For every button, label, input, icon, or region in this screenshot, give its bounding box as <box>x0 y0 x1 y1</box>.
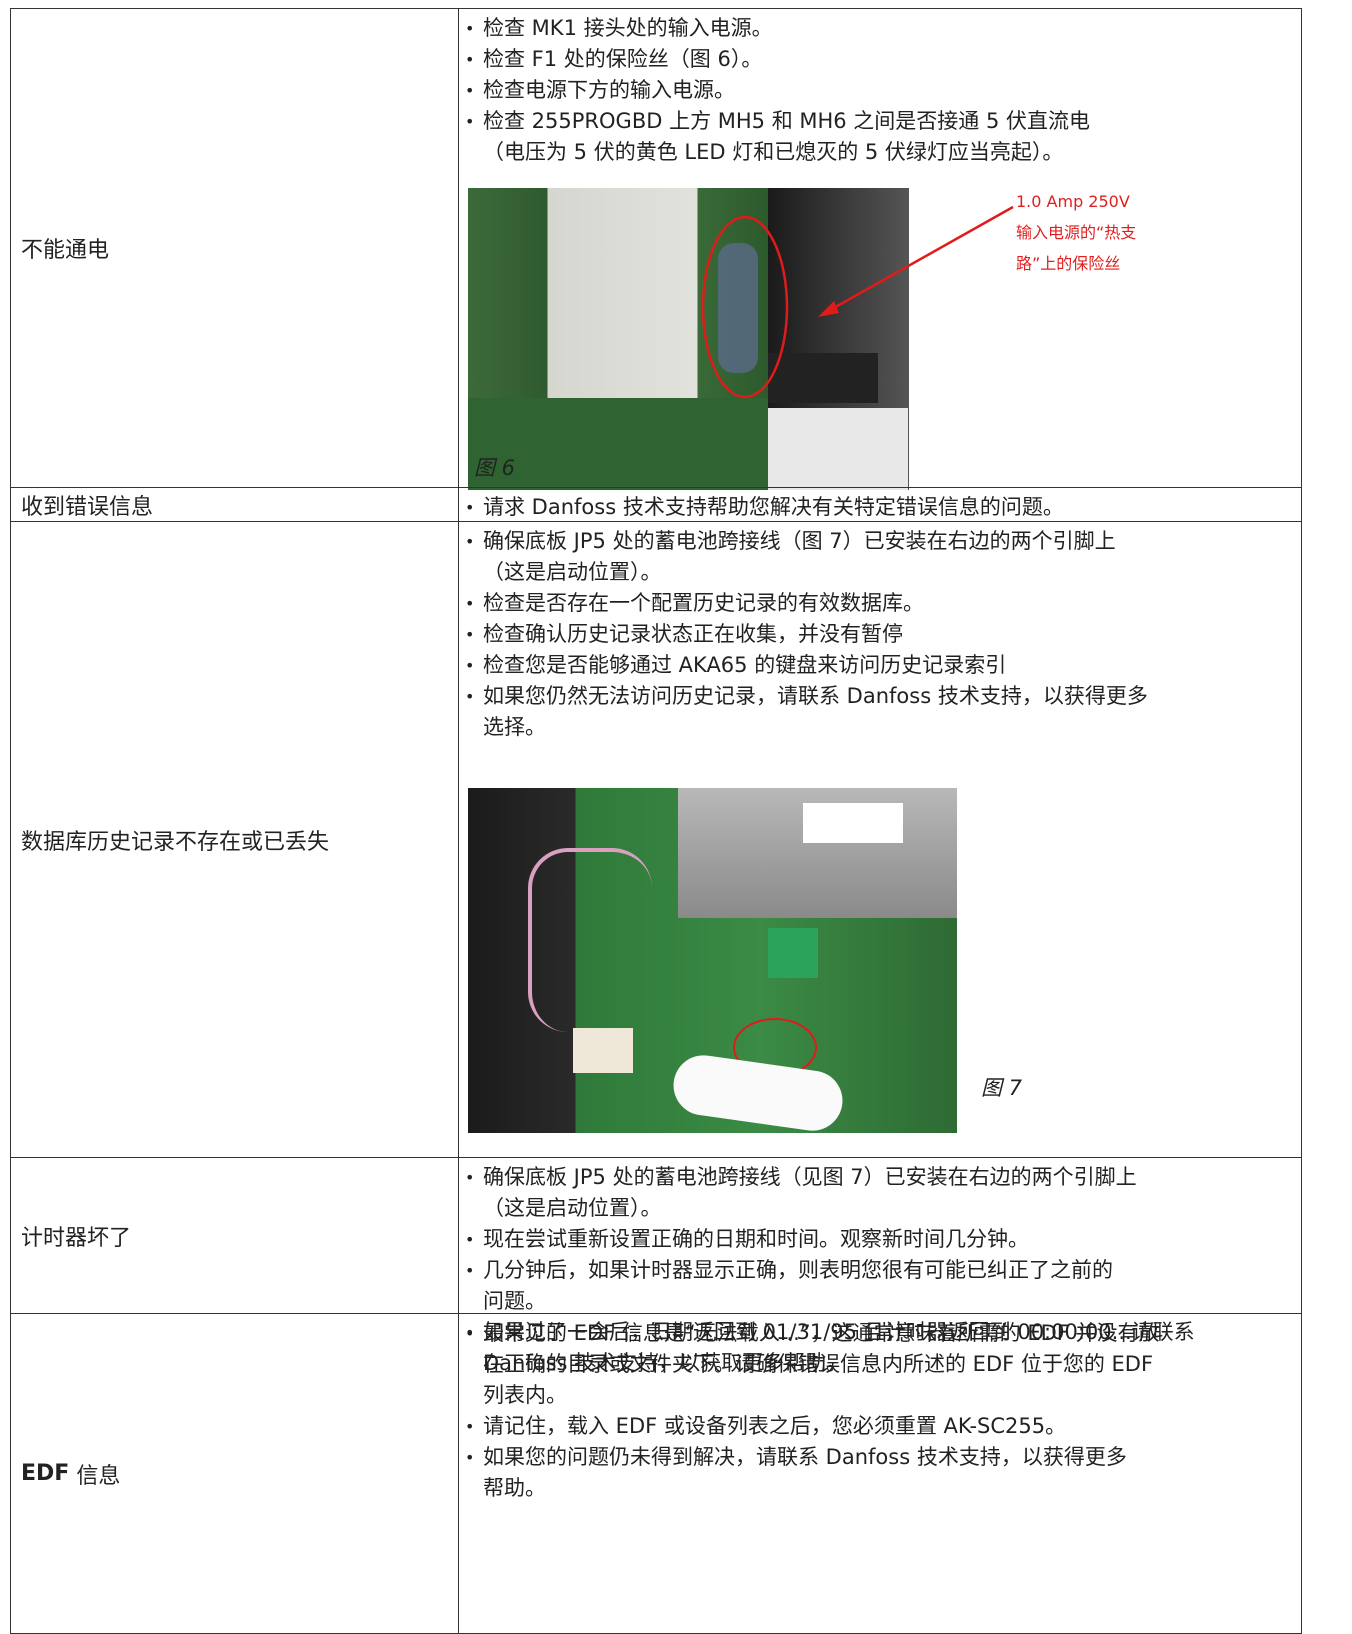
bullet-item: 确保底板 JP5 处的蓄电池跨接线（见图 7）已安装在右边的两个引脚上 （这是启动… <box>459 1162 1297 1224</box>
bullet-line: 帮助。 <box>483 1476 546 1500</box>
bullet-item: 检查确认历史记录状态正在收集，并没有暂停 <box>459 619 1297 650</box>
issue-text: EDF <box>21 1461 70 1486</box>
bullet-line: 几分钟后，如果计时器显示正确，则表明您很有可能已纠正了之前的 <box>483 1258 1113 1282</box>
bullet-line: 检查确认历史记录状态正在收集，并没有暂停 <box>483 622 903 646</box>
issue-cell: 数据库历史记录不存在或已丢失 <box>11 522 459 1157</box>
figure-caption: 图 7 <box>981 1076 1023 1100</box>
bullet-line: 检查电源下方的输入电源。 <box>483 78 735 102</box>
highlight-ellipse <box>701 215 789 399</box>
bullet-item: 请记住，载入 EDF 或设备列表之后，您必须重置 AK-SC255。 <box>459 1411 1297 1442</box>
bullet-line: 检查您是否能够通过 AKA65 的键盘来访问历史记录索引 <box>483 653 1007 677</box>
bullet-line: 请记住，载入 EDF 或设备列表之后，您必须重置 AK-SC255。 <box>483 1414 1067 1438</box>
bullet-item: 检查电源下方的输入电源。 <box>459 75 1297 106</box>
photo-detail <box>528 848 652 1032</box>
annotation: 1.0 Amp 250V 输入电源的“热支 路”上的保险丝 <box>1016 186 1136 279</box>
bullet-item: 检查 F1 处的保险丝（图 6）。 <box>459 44 1297 75</box>
table-row: 收到错误信息 请求 Danfoss 技术支持帮助您解决有关特定错误信息的问题。 <box>10 487 1302 523</box>
bullet-line: 检查 255PROGBD 上方 MH5 和 MH6 之间是否接通 5 伏直流电 <box>483 109 1091 133</box>
bullet-line: 请求 Danfoss 技术支持帮助您解决有关特定错误信息的问题。 <box>483 495 1064 519</box>
bullet-line: 列表内。 <box>483 1383 567 1407</box>
bullet-line: 选择。 <box>483 715 546 739</box>
bullet-line: 现在尝试重新设置正确的日期和时间。观察新时间几分钟。 <box>483 1227 1029 1251</box>
callout <box>701 205 1014 399</box>
bullet-item: 最常见的 EDF 信息是“无法载入...”，这通常意味着所需的 EDF 并没有放… <box>459 1318 1297 1411</box>
bullet-line: 检查 F1 处的保险丝（图 6）。 <box>483 47 763 71</box>
actions-cell: 请求 Danfoss 技术支持帮助您解决有关特定错误信息的问题。 <box>459 492 1297 523</box>
actions-cell: 确保底板 JP5 处的蓄电池跨接线（图 7）已安装在右边的两个引脚上 （这是启动位… <box>459 526 1297 743</box>
bullet-line: 在正确的目录或文件夹下。请确保错误信息内所述的 EDF 位于您的 EDF <box>483 1352 1154 1376</box>
actions-cell: 检查 MK1 接头处的输入电源。检查 F1 处的保险丝（图 6）。检查电源下方的… <box>459 13 1297 168</box>
bullet-line: 最常见的 EDF 信息是“无法载入...”，这通常意味着所需的 EDF 并没有放 <box>483 1321 1160 1345</box>
annotation-line: 1.0 Amp 250V <box>1016 192 1130 211</box>
photo-detail <box>768 408 908 490</box>
issue-text: 数据库历史记录不存在或已丢失 <box>21 829 330 855</box>
bullet-item: 检查 MK1 接头处的输入电源。 <box>459 13 1297 44</box>
bullet-line: 检查 MK1 接头处的输入电源。 <box>483 16 773 40</box>
table-row: 不能通电 检查 MK1 接头处的输入电源。检查 F1 处的保险丝（图 6）。检查电… <box>10 8 1302 490</box>
table-row: EDF 信息最常见的 EDF 信息是“无法载入...”，这通常意味着所需的 ED… <box>10 1313 1302 1634</box>
bullet-line: 如果您仍然无法访问历史记录，请联系 Danfoss 技术支持，以获得更多 <box>483 684 1148 708</box>
photo <box>468 788 957 1133</box>
bullet-line: （电压为 5 伏的黄色 LED 灯和已熄灭的 5 伏绿灯应当亮起）。 <box>483 140 1064 164</box>
bullet-line: 问题。 <box>483 1289 546 1313</box>
issue-cell: 收到错误信息 <box>11 488 459 521</box>
photo-detail <box>669 1051 847 1133</box>
issue-cell: EDF 信息 <box>11 1314 459 1633</box>
bullet-line: （这是启动位置）。 <box>483 1196 662 1220</box>
issue-text: 信息 <box>69 1463 121 1489</box>
bullet-item: 检查 255PROGBD 上方 MH5 和 MH6 之间是否接通 5 伏直流电 （… <box>459 106 1297 168</box>
bullet-line: 如果您的问题仍未得到解决，请联系 Danfoss 技术支持，以获得更多 <box>483 1445 1127 1469</box>
photo-detail <box>768 353 878 403</box>
photo-detail <box>803 803 903 843</box>
bullet-line: 检查是否存在一个配置历史记录的有效数据库。 <box>483 591 924 615</box>
figure-caption: 图 6 <box>474 456 516 480</box>
annotation-line: 输入电源的“热支 <box>1016 223 1137 242</box>
photo-detail <box>468 398 768 490</box>
bullet-line: 确保底板 JP5 处的蓄电池跨接线（见图 7）已安装在右边的两个引脚上 <box>483 1165 1137 1189</box>
issue-text: 收到错误信息 <box>21 494 154 520</box>
bullet-item: 确保底板 JP5 处的蓄电池跨接线（图 7）已安装在右边的两个引脚上 （这是启动位… <box>459 526 1297 588</box>
bullet-item: 现在尝试重新设置正确的日期和时间。观察新时间几分钟。 <box>459 1224 1297 1255</box>
annotation-line: 路”上的保险丝 <box>1016 254 1121 273</box>
issue-text: 不能通电 <box>21 238 110 263</box>
photo-detail <box>718 243 758 373</box>
issue-cell: 计时器坏了 <box>11 1158 459 1313</box>
bullet-line: 确保底板 JP5 处的蓄电池跨接线（图 7）已安装在右边的两个引脚上 <box>483 529 1116 553</box>
table-row: 数据库历史记录不存在或已丢失 确保底板 JP5 处的蓄电池跨接线（图 7）已安装在… <box>10 521 1302 1158</box>
actions-cell: 最常见的 EDF 信息是“无法载入...”，这通常意味着所需的 EDF 并没有放… <box>459 1318 1297 1504</box>
bullet-item: 检查您是否能够通过 AKA65 的键盘来访问历史记录索引 <box>459 650 1297 681</box>
issue-text: 计时器坏了 <box>21 1225 132 1251</box>
photo-detail <box>573 1028 633 1073</box>
bullet-line: （这是启动位置）。 <box>483 560 662 584</box>
table-row: 计时器坏了 确保底板 JP5 处的蓄电池跨接线（见图 7）已安装在右边的两个引脚上… <box>10 1157 1302 1375</box>
bullet-item: 请求 Danfoss 技术支持帮助您解决有关特定错误信息的问题。 <box>459 492 1297 523</box>
arrow <box>822 205 1014 316</box>
arrow-head <box>818 301 839 317</box>
issue-cell: 不能通电 <box>11 9 459 487</box>
photo <box>468 188 909 490</box>
bullet-item: 检查是否存在一个配置历史记录的有效数据库。 <box>459 588 1297 619</box>
photo-detail <box>768 928 818 978</box>
